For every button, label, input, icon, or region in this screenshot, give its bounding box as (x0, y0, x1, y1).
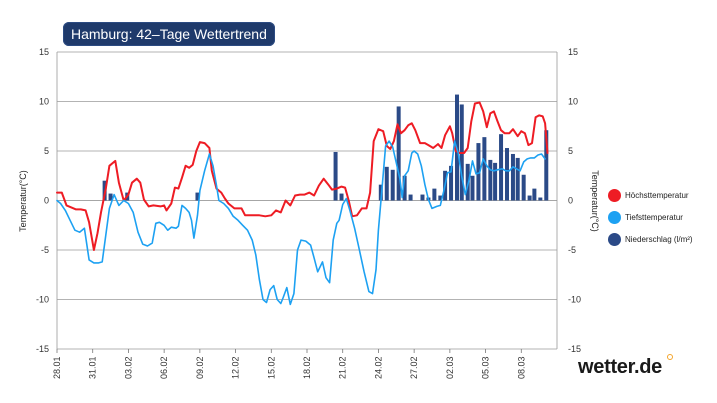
x-tick-label: 18.02 (302, 356, 312, 379)
y-tick-label-right: -5 (568, 245, 576, 255)
red-dot-icon (608, 189, 621, 202)
y-tick-label-left: -10 (36, 295, 49, 305)
y-tick-label-left: 5 (44, 146, 49, 156)
precipitation-bar (396, 106, 401, 201)
legend-label: Höchsttemperatur (625, 191, 689, 200)
precipitation-bar (538, 197, 543, 201)
blue-dot-icon (608, 211, 621, 224)
min-temp-line (56, 140, 546, 306)
precipitation-bar (488, 159, 493, 201)
precipitation-bar (521, 174, 526, 201)
precipitation-bar (527, 195, 532, 201)
temperature-lines (56, 101, 549, 306)
y-tick-label-left: 0 (44, 196, 49, 206)
precipitation-bars (102, 94, 549, 201)
precipitation-bar (378, 184, 383, 201)
x-tick-label: 28.01 (52, 356, 62, 379)
precipitation-bar (438, 195, 443, 201)
y-tick-label-left: 10 (39, 97, 49, 107)
y-axis-label-left: Temperatur(°C) (18, 170, 28, 232)
precipitation-bar (402, 175, 407, 201)
x-tick-label: 02.03 (445, 356, 455, 379)
precipitation-bar (544, 130, 549, 201)
legend: Höchsttemperatur Tiefsttemperatur Nieder… (608, 188, 716, 254)
x-tick-label: 27.02 (409, 356, 419, 379)
precipitation-bar (515, 157, 520, 201)
y-tick-label-right: -15 (568, 344, 581, 354)
max-temp-line (56, 101, 549, 251)
legend-item-max-temp: Höchsttemperatur (608, 188, 716, 203)
x-tick-label: 03.02 (123, 356, 133, 379)
y-axis-label-right: Temperatur(°C) (590, 170, 600, 232)
x-tick-label: 21.02 (338, 356, 348, 379)
legend-label: Tiefsttemperatur (625, 213, 683, 222)
precipitation-bar (333, 151, 338, 201)
precipitation-bar (390, 169, 395, 201)
x-tick-label: 08.03 (516, 356, 526, 379)
precipitation-bar (532, 188, 537, 201)
precipitation-bar (476, 143, 481, 201)
y-tick-label-right: -10 (568, 295, 581, 305)
x-tick-label: 31.01 (88, 356, 98, 379)
navy-dot-icon (608, 233, 621, 246)
y-tick-label-left: 15 (39, 47, 49, 57)
x-tick-label: 09.02 (195, 356, 205, 379)
legend-label: Niederschlag (l/m²) (625, 235, 693, 244)
precipitation-bar (408, 194, 413, 201)
grid-lines (56, 51, 558, 350)
legend-item-precipitation: Niederschlag (l/m²) (608, 232, 716, 247)
precipitation-bar (432, 188, 437, 201)
x-tick-label: 06.02 (159, 356, 169, 379)
precipitation-bar (384, 166, 389, 201)
precipitation-bar (510, 153, 515, 201)
precipitation-bar (108, 193, 113, 201)
y-tick-label-right: 5 (568, 146, 573, 156)
y-tick-label-left: -5 (41, 245, 49, 255)
precipitation-bar (420, 194, 425, 201)
precipitation-bar (195, 192, 200, 201)
x-tick-label: 24.02 (373, 356, 383, 379)
precipitation-bar (499, 134, 504, 201)
y-tick-label-right: 0 (568, 196, 573, 206)
precipitation-bar (339, 193, 344, 201)
x-tick-label: 15.02 (266, 356, 276, 379)
precipitation-bar (449, 165, 454, 201)
brand-logo[interactable]: wetter.de (578, 356, 662, 378)
y-tick-label-right: 10 (568, 97, 578, 107)
legend-item-min-temp: Tiefsttemperatur (608, 210, 716, 225)
x-tick-label: 05.03 (481, 356, 491, 379)
precipitation-bar (505, 148, 509, 201)
y-tick-label-left: -15 (36, 344, 49, 354)
precipitation-bar (493, 162, 498, 201)
precipitation-bar (482, 137, 487, 201)
chart-title: Hamburg: 42–Tage Wettertrend (63, 22, 275, 46)
x-tick-label: 12.02 (231, 356, 241, 379)
y-tick-label-right: 15 (568, 47, 578, 57)
logo-dot-icon (667, 354, 673, 360)
precipitation-bar (470, 175, 475, 201)
